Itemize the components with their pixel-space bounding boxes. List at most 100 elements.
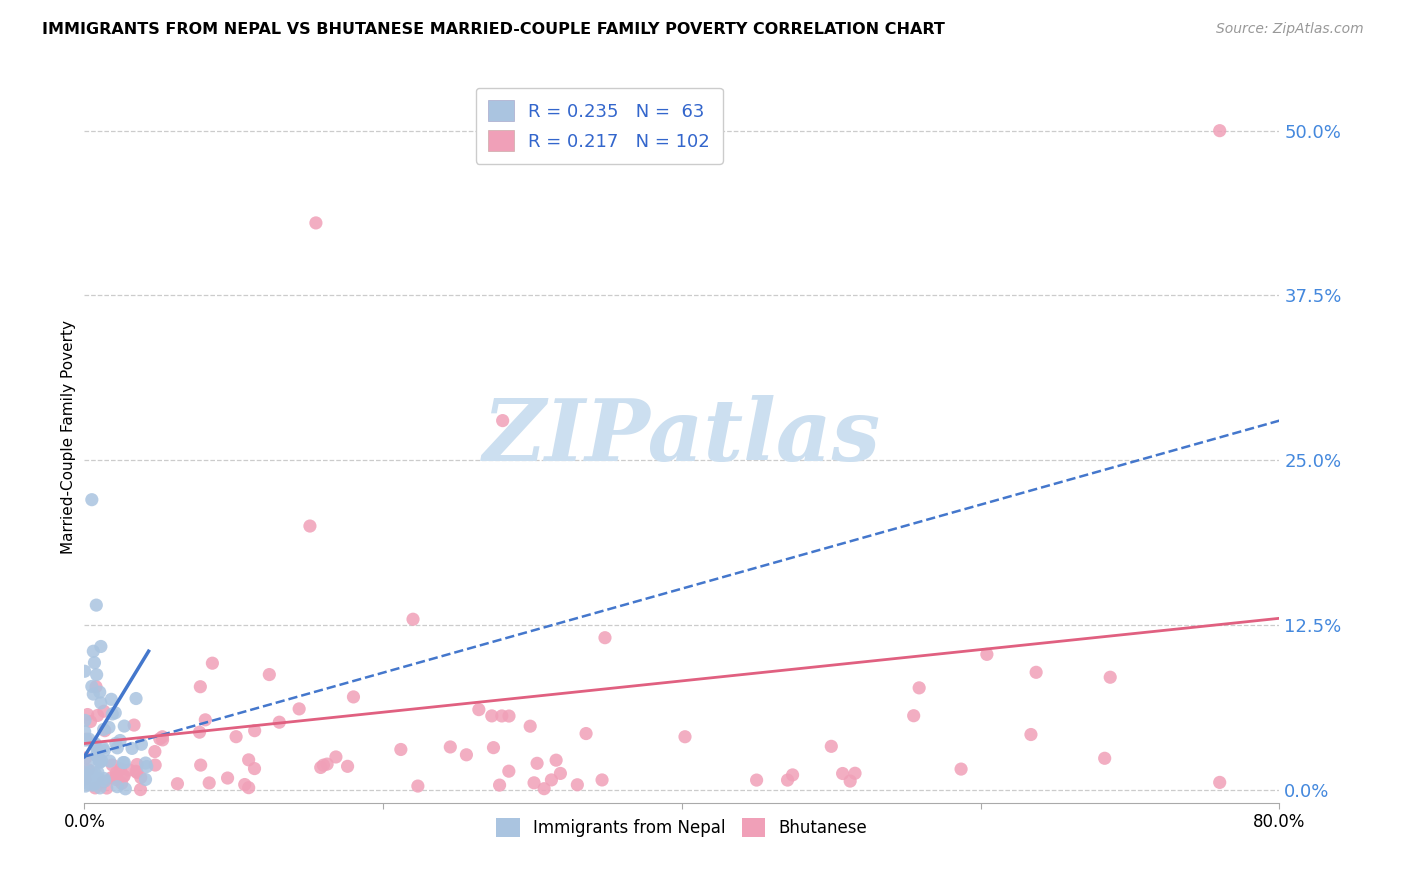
Point xyxy=(389,742,412,756)
Point xyxy=(84,771,107,785)
Point xyxy=(129,771,152,785)
Point xyxy=(91,775,114,789)
Point xyxy=(402,612,425,626)
Point xyxy=(84,766,107,780)
Point xyxy=(100,771,122,785)
Point xyxy=(491,709,513,723)
Point xyxy=(526,756,548,771)
Point xyxy=(540,772,562,787)
Point xyxy=(105,740,128,755)
Point xyxy=(89,752,111,766)
Point xyxy=(143,745,166,759)
Point xyxy=(259,667,281,681)
Point xyxy=(190,758,212,772)
Point xyxy=(100,692,122,706)
Point xyxy=(73,724,96,739)
Point xyxy=(86,743,108,757)
Point xyxy=(498,709,520,723)
Point xyxy=(76,768,98,782)
Point xyxy=(89,756,111,770)
Point xyxy=(950,762,973,776)
Point xyxy=(439,739,461,754)
Point xyxy=(498,764,520,779)
Point xyxy=(342,690,364,704)
Point xyxy=(550,766,572,780)
Point xyxy=(305,216,328,230)
Point xyxy=(98,754,121,768)
Point xyxy=(776,773,799,788)
Point xyxy=(83,656,105,670)
Point xyxy=(75,751,97,765)
Point xyxy=(89,780,111,795)
Point xyxy=(269,715,291,730)
Point xyxy=(166,777,188,791)
Point xyxy=(79,714,101,729)
Point xyxy=(233,778,256,792)
Point xyxy=(82,769,104,783)
Point xyxy=(75,779,97,793)
Point xyxy=(782,768,804,782)
Point xyxy=(129,782,152,797)
Point xyxy=(93,723,115,737)
Point xyxy=(87,765,110,780)
Point xyxy=(77,755,100,769)
Point xyxy=(201,656,224,670)
Point xyxy=(77,732,100,747)
Point xyxy=(86,598,108,612)
Point xyxy=(243,723,266,738)
Point xyxy=(80,764,103,779)
Point xyxy=(288,702,311,716)
Point xyxy=(309,760,332,774)
Point xyxy=(104,736,127,750)
Point xyxy=(575,726,598,740)
Point xyxy=(77,763,100,777)
Point xyxy=(84,780,107,795)
Point xyxy=(316,757,339,772)
Point xyxy=(86,667,108,681)
Point xyxy=(135,759,157,773)
Point xyxy=(125,691,148,706)
Point xyxy=(152,732,174,747)
Point xyxy=(86,748,108,763)
Point xyxy=(90,754,112,768)
Point xyxy=(312,758,335,772)
Point xyxy=(217,771,239,785)
Point xyxy=(519,719,541,733)
Point xyxy=(903,708,925,723)
Point xyxy=(336,759,359,773)
Point xyxy=(1209,775,1232,789)
Point xyxy=(80,492,103,507)
Point xyxy=(194,713,217,727)
Point xyxy=(135,756,157,770)
Point xyxy=(135,772,157,787)
Point xyxy=(84,737,107,751)
Point xyxy=(481,709,503,723)
Y-axis label: Married-Couple Family Poverty: Married-Couple Family Poverty xyxy=(60,320,76,554)
Point xyxy=(125,764,148,779)
Text: Source: ZipAtlas.com: Source: ZipAtlas.com xyxy=(1216,22,1364,37)
Text: ZIPatlas: ZIPatlas xyxy=(482,395,882,479)
Point xyxy=(188,725,211,739)
Point xyxy=(125,757,148,772)
Point xyxy=(75,733,97,747)
Point xyxy=(96,780,118,795)
Point xyxy=(97,720,120,734)
Point xyxy=(75,732,97,747)
Point xyxy=(80,771,103,785)
Point xyxy=(673,730,696,744)
Point xyxy=(112,756,135,770)
Point xyxy=(93,744,115,758)
Point xyxy=(93,704,115,718)
Point xyxy=(86,772,108,787)
Point xyxy=(112,769,135,783)
Point xyxy=(591,772,613,787)
Point xyxy=(1019,727,1042,741)
Point xyxy=(110,762,132,776)
Text: IMMIGRANTS FROM NEPAL VS BHUTANESE MARRIED-COUPLE FAMILY POVERTY CORRELATION CHA: IMMIGRANTS FROM NEPAL VS BHUTANESE MARRI… xyxy=(42,22,945,37)
Point xyxy=(80,680,103,694)
Point xyxy=(492,414,515,428)
Point xyxy=(1099,670,1122,684)
Point xyxy=(93,772,115,786)
Point xyxy=(105,780,128,794)
Point xyxy=(238,780,260,795)
